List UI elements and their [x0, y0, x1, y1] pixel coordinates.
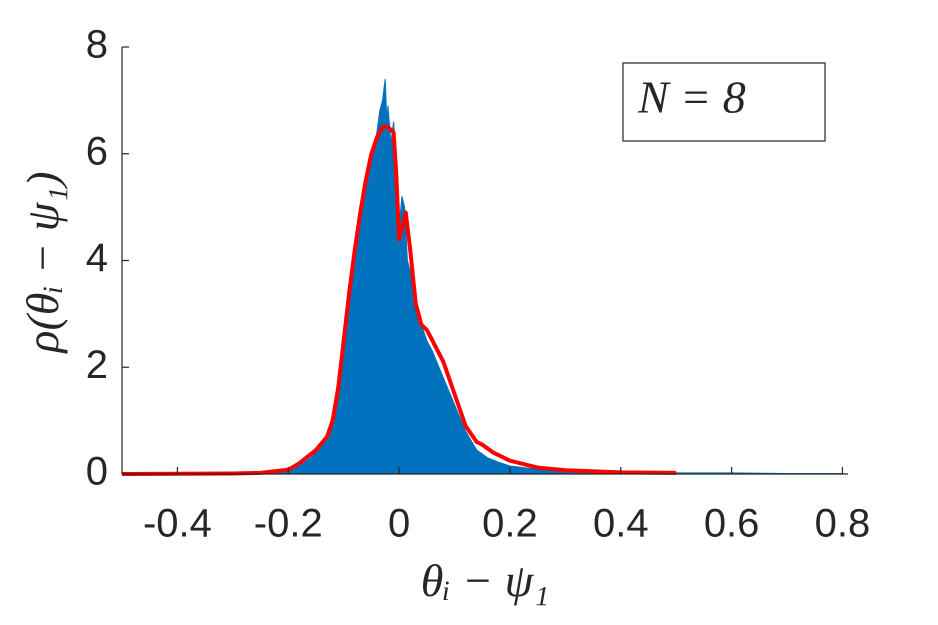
y-tick-label: 2	[86, 343, 108, 387]
x-tick-label: 0	[388, 502, 410, 546]
annotation: N = 8	[637, 72, 746, 123]
x-tick-label: 0.6	[704, 502, 760, 546]
y-tick-label: 8	[86, 23, 108, 67]
density-line	[121, 125, 677, 476]
y-axis-label: ρ(θᵢ − ψ₁)	[17, 171, 68, 354]
x-tick-label: -0.4	[143, 502, 212, 546]
x-tick-label: 0.2	[482, 502, 538, 546]
y-tick-label: 4	[86, 236, 108, 280]
x-tick-label: 0.4	[593, 502, 649, 546]
x-tick-label: -0.2	[254, 502, 323, 546]
x-axis-label: θᵢ − ψ₁	[421, 555, 549, 606]
x-tick-label: 0.8	[815, 502, 871, 546]
annotation-box	[622, 62, 826, 142]
y-tick-label: 6	[86, 129, 108, 173]
y-tick-label: 0	[86, 450, 108, 494]
